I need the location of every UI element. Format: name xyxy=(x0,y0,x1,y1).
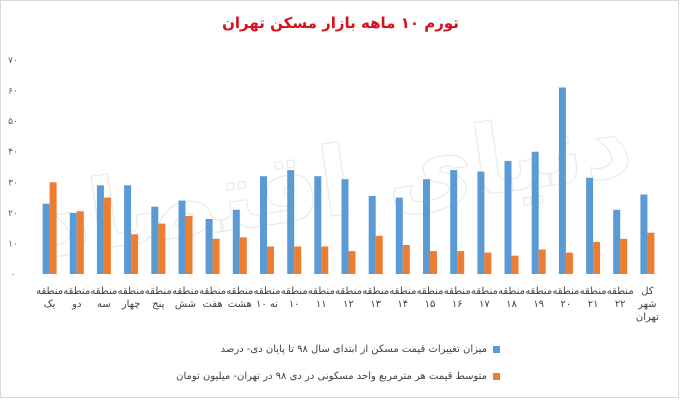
bars xyxy=(42,87,655,274)
bar-price-per-meter xyxy=(348,251,356,274)
bar-price-per-meter xyxy=(538,249,546,274)
bar-price-change xyxy=(341,179,349,274)
bar-price-per-meter xyxy=(647,232,655,274)
bar-price-change xyxy=(96,185,104,274)
bar-price-per-meter xyxy=(620,238,628,274)
x-tick-label: منطقه ۱۰ xyxy=(281,286,308,310)
bar-price-per-meter xyxy=(239,237,247,274)
bar-price-per-meter xyxy=(103,197,111,274)
bar-price-per-meter xyxy=(375,235,383,274)
legend-item-orange: متوسط قیمت هر مترمربع واحد مسکونی در دی … xyxy=(170,371,500,382)
y-tick-label: ۴۰ xyxy=(8,148,18,158)
y-tick-label: ۰ xyxy=(11,270,16,280)
x-tick-label: منطقه پنج xyxy=(145,286,172,310)
y-tick-label: ۵۰ xyxy=(8,117,18,127)
bar-price-change xyxy=(450,170,458,274)
x-tick-label: منطقه ۱۲ xyxy=(335,286,362,310)
bar-price-change xyxy=(178,200,186,274)
bar-price-per-meter xyxy=(185,215,193,274)
bar-price-change xyxy=(586,177,594,274)
x-tick-label: منطقه هفت xyxy=(199,286,226,310)
x-tick-label: منطقه ۱۳ xyxy=(362,286,389,310)
x-tick-label: منطقه ۲۰ xyxy=(552,286,579,310)
x-tick-label: منطقه ۱۰ نه xyxy=(254,286,281,310)
x-tick-label: منطقه هشت xyxy=(226,286,253,310)
x-tick-label: منطقه ۱۱ xyxy=(308,286,335,310)
y-tick-label: ۷۰ xyxy=(8,56,18,66)
bar-price-change xyxy=(124,185,132,274)
x-tick-label: منطقه ۱۵ xyxy=(417,286,444,310)
x-tick-label: منطقه شش xyxy=(172,286,199,310)
y-tick-label: ۶۰ xyxy=(8,87,18,97)
bar-price-change xyxy=(368,196,376,274)
x-tick-label: کل شهر تهران xyxy=(636,286,659,323)
x-tick-label: منطقه ۱۶ xyxy=(444,286,471,310)
bar-price-per-meter xyxy=(49,182,57,274)
legend-item-blue: میزان تغییرات قیمت مسکن از ابتدای سال ۹۸… xyxy=(170,344,500,355)
bar-price-change xyxy=(205,219,213,274)
bar-price-per-meter xyxy=(76,211,84,274)
bar-price-change xyxy=(613,209,621,274)
y-tick-label: ۱۰ xyxy=(8,239,18,249)
bar-price-per-meter xyxy=(158,223,166,274)
y-tick-label: ۲۰ xyxy=(8,209,18,219)
bar-price-change xyxy=(314,176,322,274)
y-tick-label: ۳۰ xyxy=(8,178,18,188)
legend-label-blue: میزان تغییرات قیمت مسکن از ابتدای سال ۹۸… xyxy=(220,344,487,355)
bar-price-per-meter xyxy=(402,245,410,274)
x-tick-label: منطقه سه xyxy=(90,286,117,310)
bar-price-per-meter xyxy=(131,234,139,274)
bar-price-change xyxy=(260,176,267,274)
x-tick-label: منطقه یک xyxy=(36,286,63,310)
bar-price-change xyxy=(504,160,512,274)
bar-price-change xyxy=(151,206,159,274)
x-tick-label: منطقه چهار xyxy=(118,286,145,310)
x-tick-label: منطقه ۱۹ xyxy=(525,286,552,310)
bar-price-change xyxy=(69,212,77,274)
bar-price-per-meter xyxy=(511,255,519,274)
watermark-text: دنیای اقتصاد xyxy=(32,85,639,279)
legend-swatch-orange xyxy=(493,373,500,380)
x-tick-label: منطقه ۱۴ xyxy=(389,286,416,310)
bar-price-per-meter xyxy=(457,251,465,274)
bar-price-per-meter xyxy=(267,246,274,274)
bar-price-change xyxy=(640,194,648,274)
bar-price-per-meter xyxy=(593,241,601,274)
bar-price-change xyxy=(232,209,240,274)
bar-price-per-meter xyxy=(484,252,492,274)
bar-price-change xyxy=(395,197,403,274)
x-tick-label: منطقه ۱۸ xyxy=(498,286,525,310)
chart-title: تورم ۱۰ ماهه بازار مسکن تهران xyxy=(222,14,459,32)
bar-price-change xyxy=(42,203,50,274)
x-tick-label: منطقه ۲۱ xyxy=(580,286,607,310)
bar-price-per-meter xyxy=(294,246,302,274)
bar-price-change xyxy=(477,171,485,274)
x-tick-label: منطقه ۲۲ xyxy=(607,286,634,310)
bar-price-change xyxy=(423,179,430,274)
legend-swatch-blue xyxy=(493,346,500,353)
bar-price-per-meter xyxy=(430,251,437,274)
bar-price-change xyxy=(558,87,566,274)
bar-price-per-meter xyxy=(565,252,573,274)
legend-label-orange: متوسط قیمت هر مترمربع واحد مسکونی در دی … xyxy=(176,371,487,382)
x-tick-label: منطقه ۱۷ xyxy=(471,286,498,310)
x-tick-label: منطقه دو xyxy=(63,286,90,310)
legend: میزان تغییرات قیمت مسکن از ابتدای سال ۹۸… xyxy=(170,344,500,398)
bar-price-per-meter xyxy=(212,238,220,274)
bar-price-change xyxy=(287,170,295,274)
watermark-layer: دنیای اقتصاد xyxy=(32,85,640,280)
y-axis: ۰ ۱۰ ۲۰ ۳۰ ۴۰ ۵۰ ۶۰ ۷۰ xyxy=(8,56,18,280)
bar-price-per-meter xyxy=(321,246,329,274)
bar-price-change xyxy=(531,151,539,274)
